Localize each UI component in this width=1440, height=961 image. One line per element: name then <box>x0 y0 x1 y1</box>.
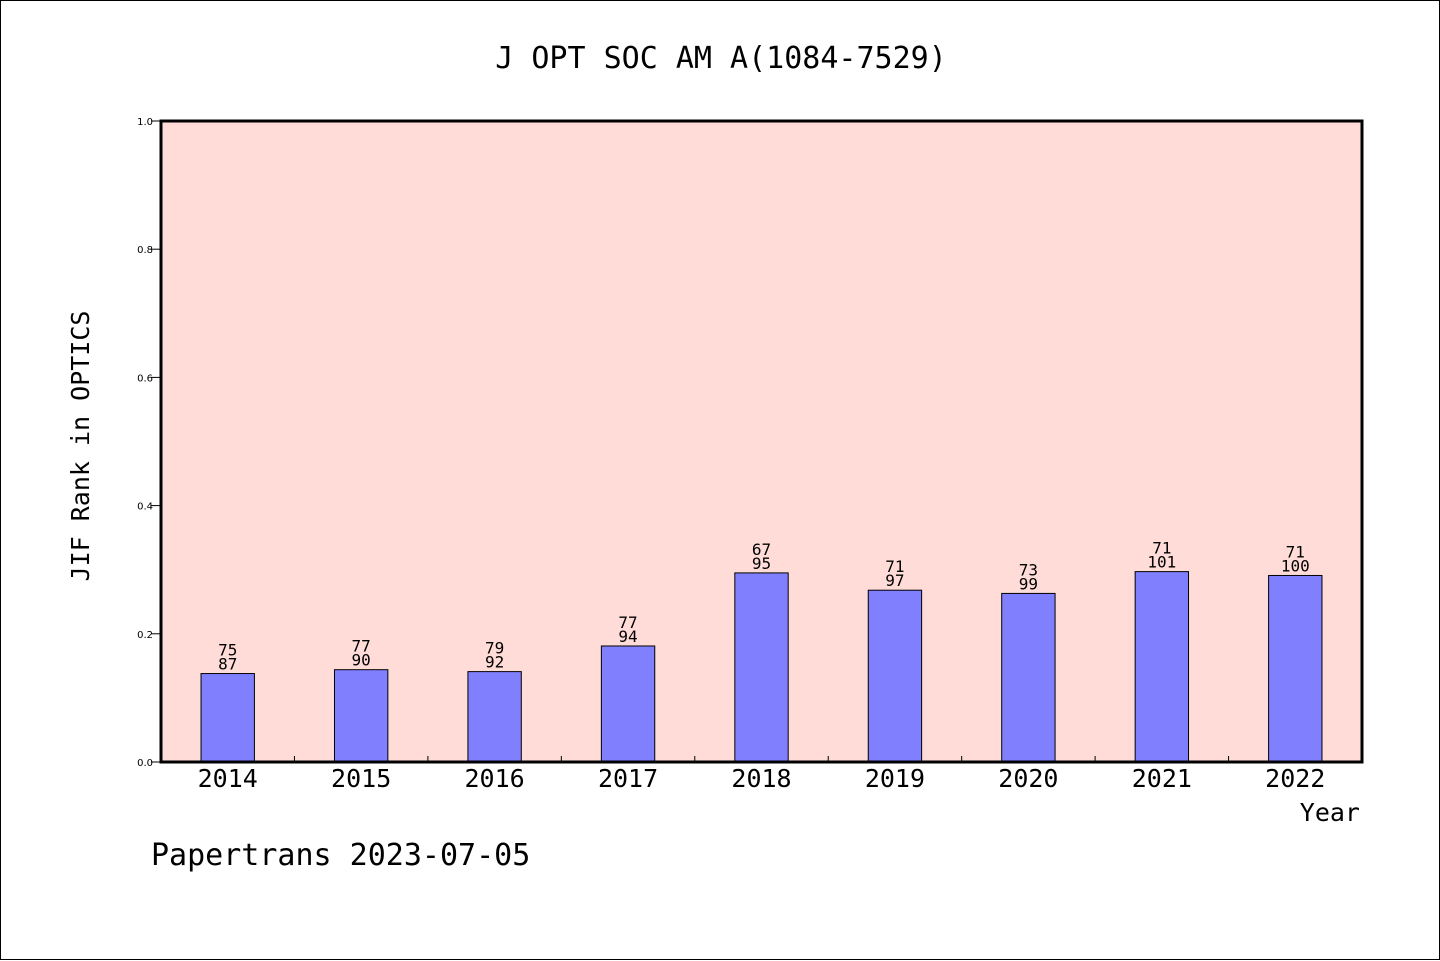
bar-2016 <box>467 671 522 763</box>
x-tick-label-2021: 2021 <box>1132 764 1192 793</box>
x-tick-label-2016: 2016 <box>465 764 525 793</box>
bar-2020 <box>1001 592 1056 763</box>
rank-label-2021: 71 <box>1152 539 1171 558</box>
total-label-2017: 94 <box>618 627 637 646</box>
bar-2017 <box>600 645 656 763</box>
rank-label-2015: 77 <box>352 637 371 656</box>
total-label-2014: 87 <box>218 655 237 674</box>
bar-2018 <box>734 572 789 763</box>
total-label-2016: 92 <box>485 653 504 672</box>
rank-label-2019: 71 <box>885 557 904 576</box>
bar-2019 <box>867 589 923 763</box>
bar-2021 <box>1134 571 1190 763</box>
x-tick-label-2022: 2022 <box>1265 764 1325 793</box>
x-tick-label-2019: 2019 <box>865 764 925 793</box>
x-tick-label-2015: 2015 <box>331 764 391 793</box>
y-axis: 0.0 0.2 0.4 0.6 0.8 1.0 <box>137 117 161 769</box>
bar-2014 <box>200 673 255 763</box>
x-axis: 2014 2015 2016 2017 2018 2019 2020 2021 2022 <box>198 756 1325 793</box>
rank-label-2017: 77 <box>618 613 637 632</box>
x-tick-label-2017: 2017 <box>598 764 658 793</box>
rank-label-2016: 79 <box>485 639 504 658</box>
total-label-2015: 90 <box>352 651 371 670</box>
total-label-2022: 100 <box>1281 556 1310 575</box>
x-tick-label-2020: 2020 <box>998 764 1058 793</box>
rank-label-2022: 71 <box>1286 542 1305 561</box>
bar-2022 <box>1268 574 1323 763</box>
footer-credit: Papertrans 2023-07-05 <box>151 838 530 873</box>
x-tick-label-2018: 2018 <box>731 764 791 793</box>
total-label-2020: 99 <box>1019 574 1038 593</box>
y-tick-label: 0.8 <box>137 245 153 256</box>
x-axis-label: Year <box>1300 798 1360 827</box>
y-tick-label: 0.6 <box>137 373 153 384</box>
plot-border <box>159 119 1364 764</box>
chart-title: J OPT SOC AM A(1084-7529) <box>495 41 947 76</box>
bars-group <box>200 571 1323 763</box>
y-tick-label: 0.0 <box>137 758 153 769</box>
bar-2015 <box>333 669 389 763</box>
total-label-2021: 101 <box>1147 553 1176 572</box>
y-tick-label: 1.0 <box>137 117 153 128</box>
rank-label-2020: 73 <box>1019 560 1038 579</box>
rank-label-2014: 75 <box>218 641 237 660</box>
total-label-2019: 97 <box>885 571 904 590</box>
rank-label-2018: 67 <box>752 540 771 559</box>
x-tick-label-2014: 2014 <box>198 764 258 793</box>
y-axis-label: JIF Rank in OPTICS <box>66 311 95 582</box>
y-tick-label: 0.2 <box>137 630 153 641</box>
y-tick-label: 0.4 <box>137 502 153 513</box>
total-label-2018: 95 <box>752 554 771 573</box>
